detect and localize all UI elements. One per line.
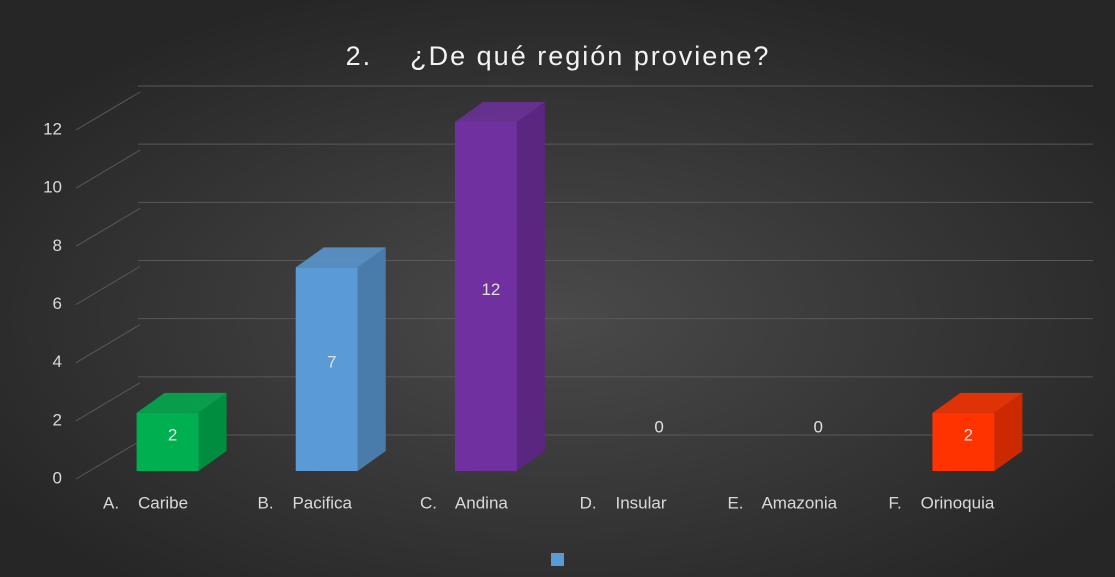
bar-top [932,392,1023,413]
data-label: 12 [481,280,500,299]
bar-side [516,102,545,471]
grid-line [75,324,141,364]
grid-line [75,207,141,247]
bar [454,122,517,471]
grid-line [75,266,141,305]
grid-line [75,382,141,422]
y-tick-label: 12 [43,119,62,138]
x-tick-label: A. Caribe [103,493,188,512]
legend-marker [551,553,564,566]
bar [136,412,199,471]
bar [295,267,358,471]
data-label: 0 [654,417,663,436]
data-label: 7 [327,353,336,372]
y-tick-label: 2 [53,410,62,429]
grid-line [75,440,141,480]
y-tick-label: 4 [53,352,62,371]
x-tick-label: B. Pacifica [258,493,353,512]
bar-top [136,392,227,413]
y-tick-label: 0 [53,468,62,487]
y-tick-label: 8 [53,236,62,255]
x-tick-label: D. Insular [580,493,667,512]
bar-side [198,392,227,471]
data-label: 2 [168,425,177,444]
data-label: 0 [814,417,823,436]
grid-line [75,149,141,189]
bar [932,412,995,471]
y-tick-label: 6 [53,294,62,313]
plot-area: 0 2 4 6 8 10 12 A. Caribe 2 B. Pacifica 7 C. Andina… [43,85,1093,512]
y-tick-label: 10 [43,178,62,197]
x-tick-label: C. Andina [420,493,508,512]
x-tick-label: E. Amazonia [727,493,837,512]
bar-side [357,247,386,471]
bar-side [994,392,1023,471]
data-label: 2 [964,425,973,444]
bar-top [295,247,386,268]
grid-line [75,91,141,131]
bar-top [454,102,545,122]
x-tick-label: F. Orinoquia [889,493,995,512]
chart-title: 2. ¿De qué región proviene? [346,41,771,71]
